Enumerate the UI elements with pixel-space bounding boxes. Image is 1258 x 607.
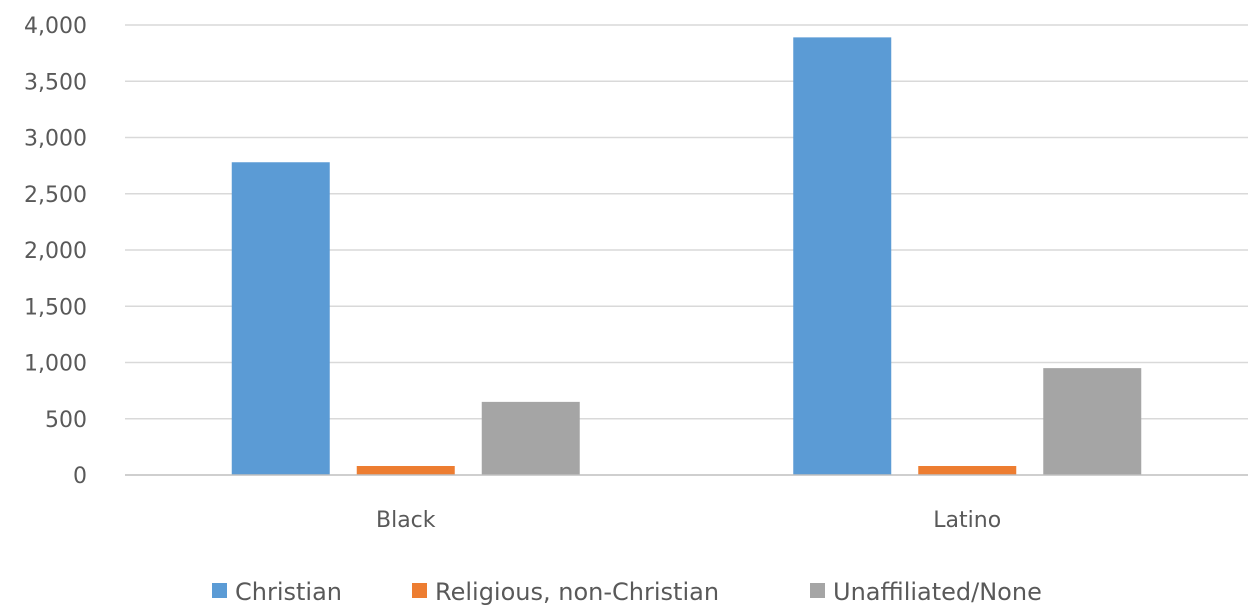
bar-unaffiliated-none-black	[481, 401, 580, 475]
legend-label: Unaffiliated/None	[833, 578, 1042, 606]
bar-religious-non-christian-black	[356, 466, 455, 475]
y-tick-label: 3,000	[24, 127, 87, 152]
bar-religious-non-christian-latino	[918, 466, 1017, 475]
x-category-label: Latino	[933, 508, 1001, 533]
y-tick-label: 4,000	[24, 14, 87, 39]
y-tick-label: 500	[45, 408, 87, 433]
legend-swatch	[212, 583, 227, 598]
legend-swatch	[810, 583, 825, 598]
x-axis-category-labels: Black Latino	[376, 508, 1001, 533]
y-tick-label: 0	[73, 464, 87, 489]
y-axis-tick-labels: 0 500 1,000 1,500 2,000 2,500 3,000 3,500 4,000	[24, 14, 87, 489]
y-tick-label: 1,000	[24, 352, 87, 377]
bars	[231, 37, 1142, 475]
legend-label: Christian	[235, 578, 342, 606]
legend-label: Religious, non-Christian	[435, 578, 719, 606]
x-category-label: Black	[376, 508, 436, 533]
y-tick-label: 2,000	[24, 239, 87, 264]
legend: Christian Religious, non-Christian Unaffil…	[212, 578, 1042, 606]
y-tick-label: 1,500	[24, 295, 87, 320]
legend-swatch	[412, 583, 427, 598]
y-tick-label: 2,500	[24, 183, 87, 208]
bar-unaffiliated-none-latino	[1043, 368, 1142, 475]
bar-christian-latino	[793, 37, 892, 475]
y-tick-label: 3,500	[24, 70, 87, 95]
bar-christian-black	[231, 162, 330, 475]
